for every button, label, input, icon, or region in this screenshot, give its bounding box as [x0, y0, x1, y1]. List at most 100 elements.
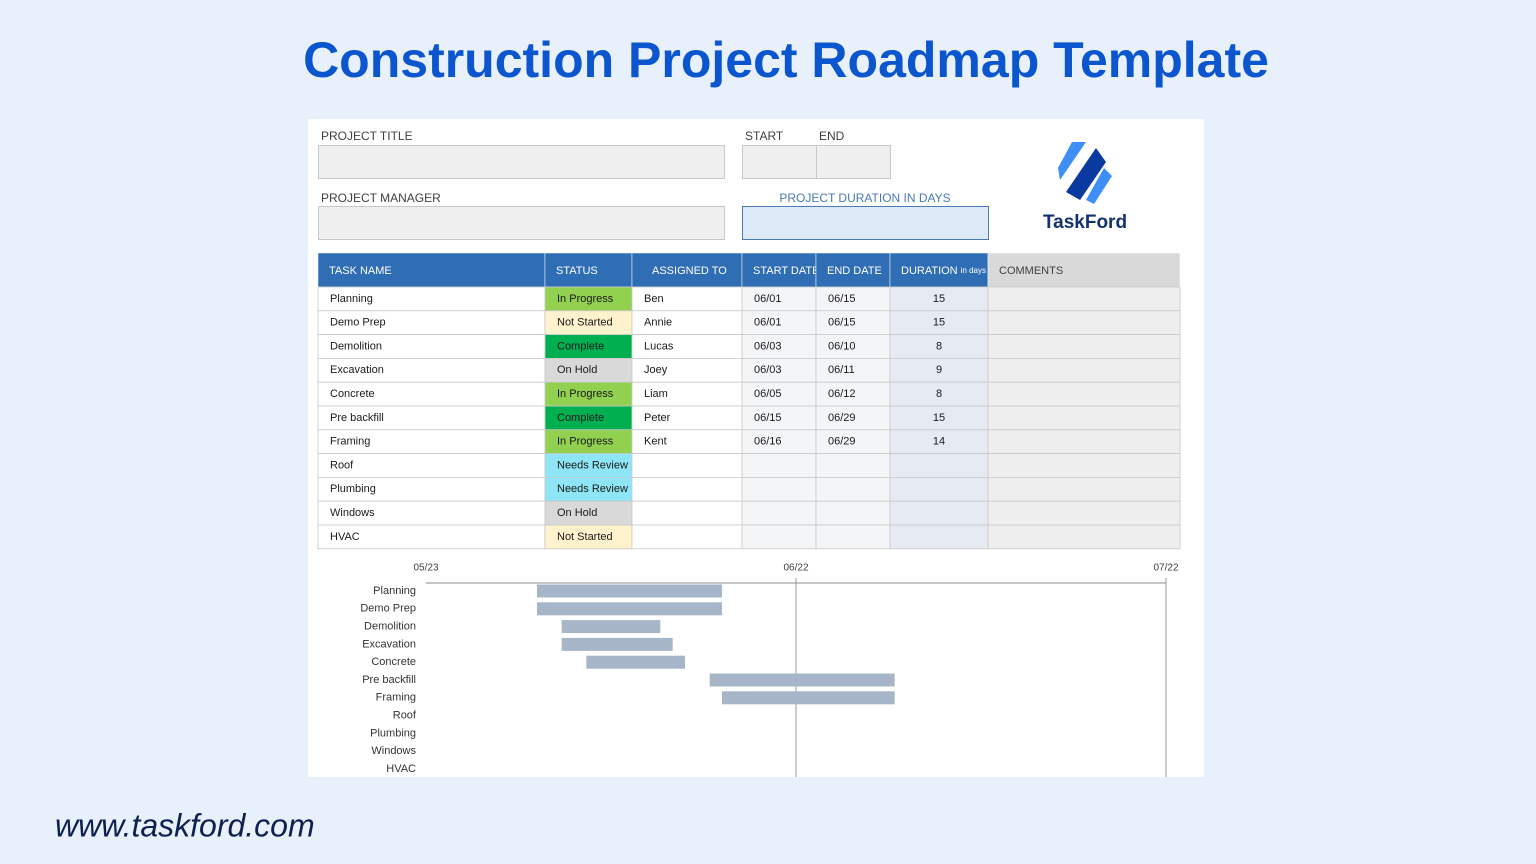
table-cell	[741, 453, 817, 478]
table-cell	[889, 524, 989, 550]
header-label: END DATE	[827, 265, 882, 277]
header-label: DURATION in days	[901, 265, 986, 277]
gantt-task-label: Demolition	[364, 621, 416, 633]
header-unit: in days	[961, 266, 986, 275]
table-cell	[631, 453, 743, 478]
cell-text: Liam	[644, 388, 668, 400]
table-cell	[987, 334, 1181, 359]
cell-text: On Hold	[557, 507, 597, 519]
cell-text: Needs Review	[557, 483, 628, 495]
gantt-task-label: Plumbing	[370, 727, 416, 739]
gantt-task-label: HVAC	[386, 763, 416, 775]
gantt-tick-label: 05/23	[413, 563, 438, 574]
table-cell	[815, 476, 891, 502]
gantt-bar	[537, 602, 722, 616]
gantt-bar	[586, 655, 685, 669]
cell-text: On Hold	[557, 364, 597, 376]
cell-text: Needs Review	[557, 459, 628, 471]
gantt-bar	[537, 584, 722, 598]
table-cell	[889, 500, 989, 526]
cell-text: In Progress	[557, 293, 614, 305]
cell-text: 15	[933, 412, 945, 424]
header-cell	[815, 252, 891, 288]
cell-text: Peter	[644, 412, 671, 424]
table-cell	[987, 524, 1181, 550]
header-label: TASK NAME	[329, 265, 392, 277]
table-cell	[987, 453, 1181, 478]
form-label: PROJECT MANAGER	[321, 191, 441, 205]
gantt-task-label: Demo Prep	[360, 603, 416, 615]
cell-text: 06/15	[828, 317, 856, 329]
cell-text: 06/16	[754, 436, 782, 448]
cell-text: 06/29	[828, 412, 856, 424]
cell-text: 8	[936, 388, 942, 400]
table-cell	[987, 310, 1181, 335]
footer-url: www.taskford.com	[55, 807, 315, 843]
input-box	[318, 206, 725, 240]
cell-text: Roof	[330, 459, 354, 471]
cell-text: Ben	[644, 293, 664, 305]
cell-text: Framing	[330, 436, 370, 448]
table-cell	[987, 357, 1181, 383]
gantt-bar	[709, 673, 895, 687]
gantt-tick-label: 06/22	[783, 563, 808, 574]
gantt-task-label: Framing	[376, 692, 416, 704]
table-cell	[631, 524, 743, 550]
header-label: COMMENTS	[999, 265, 1063, 277]
table-cell	[987, 286, 1181, 312]
cell-text: Joey	[644, 364, 668, 376]
cell-text: 06/01	[754, 293, 782, 305]
table-cell	[815, 453, 891, 478]
gantt-bar	[561, 637, 673, 651]
cell-text: Windows	[330, 507, 375, 519]
cell-text: 9	[936, 364, 942, 376]
input-box	[742, 206, 989, 240]
cell-text: Pre backfill	[330, 412, 384, 424]
table-cell	[889, 476, 989, 502]
cell-text: Not Started	[557, 531, 613, 543]
gantt-task-label: Roof	[393, 710, 417, 722]
header-cell	[631, 252, 743, 288]
cell-text: Not Started	[557, 317, 613, 329]
input-box	[816, 145, 891, 179]
cell-text: Complete	[557, 412, 604, 424]
header-cell	[741, 252, 817, 288]
cell-text: 06/05	[754, 388, 782, 400]
gantt-task-label: Windows	[371, 745, 416, 757]
table-cell	[815, 500, 891, 526]
cell-text: 06/15	[754, 412, 782, 424]
header-cell	[987, 252, 1181, 288]
cell-text: In Progress	[557, 388, 614, 400]
gantt-bar	[561, 620, 661, 634]
cell-text: 06/12	[828, 388, 856, 400]
cell-text: Lucas	[644, 340, 674, 352]
cell-text: 06/15	[828, 293, 856, 305]
gantt-tick-label: 07/22	[1153, 563, 1178, 574]
table-cell	[987, 405, 1181, 431]
logo-text: TaskFord	[1043, 212, 1127, 233]
input-box	[742, 145, 817, 179]
cell-text: HVAC	[330, 531, 360, 543]
form-label: START	[745, 129, 784, 143]
header-label: START DATE	[753, 265, 819, 277]
cell-text: 06/11	[828, 364, 855, 376]
cell-text: 06/10	[828, 340, 856, 352]
table-cell	[987, 381, 1181, 407]
table-cell	[815, 524, 891, 550]
table-cell	[987, 500, 1181, 526]
table-cell	[741, 500, 817, 526]
cell-text: 15	[933, 317, 945, 329]
cell-text: 15	[933, 293, 945, 305]
table-cell	[987, 476, 1181, 502]
cell-text: 06/03	[754, 364, 782, 376]
gantt-task-label: Planning	[373, 585, 416, 597]
cell-text: Annie	[644, 317, 672, 329]
cell-text: Planning	[330, 293, 373, 305]
gantt-task-label: Concrete	[371, 656, 416, 668]
form-label: PROJECT DURATION IN DAYS	[779, 191, 950, 205]
cell-text: 06/01	[754, 317, 782, 329]
header-label: ASSIGNED TO	[652, 265, 727, 277]
cell-text: 06/03	[754, 340, 782, 352]
